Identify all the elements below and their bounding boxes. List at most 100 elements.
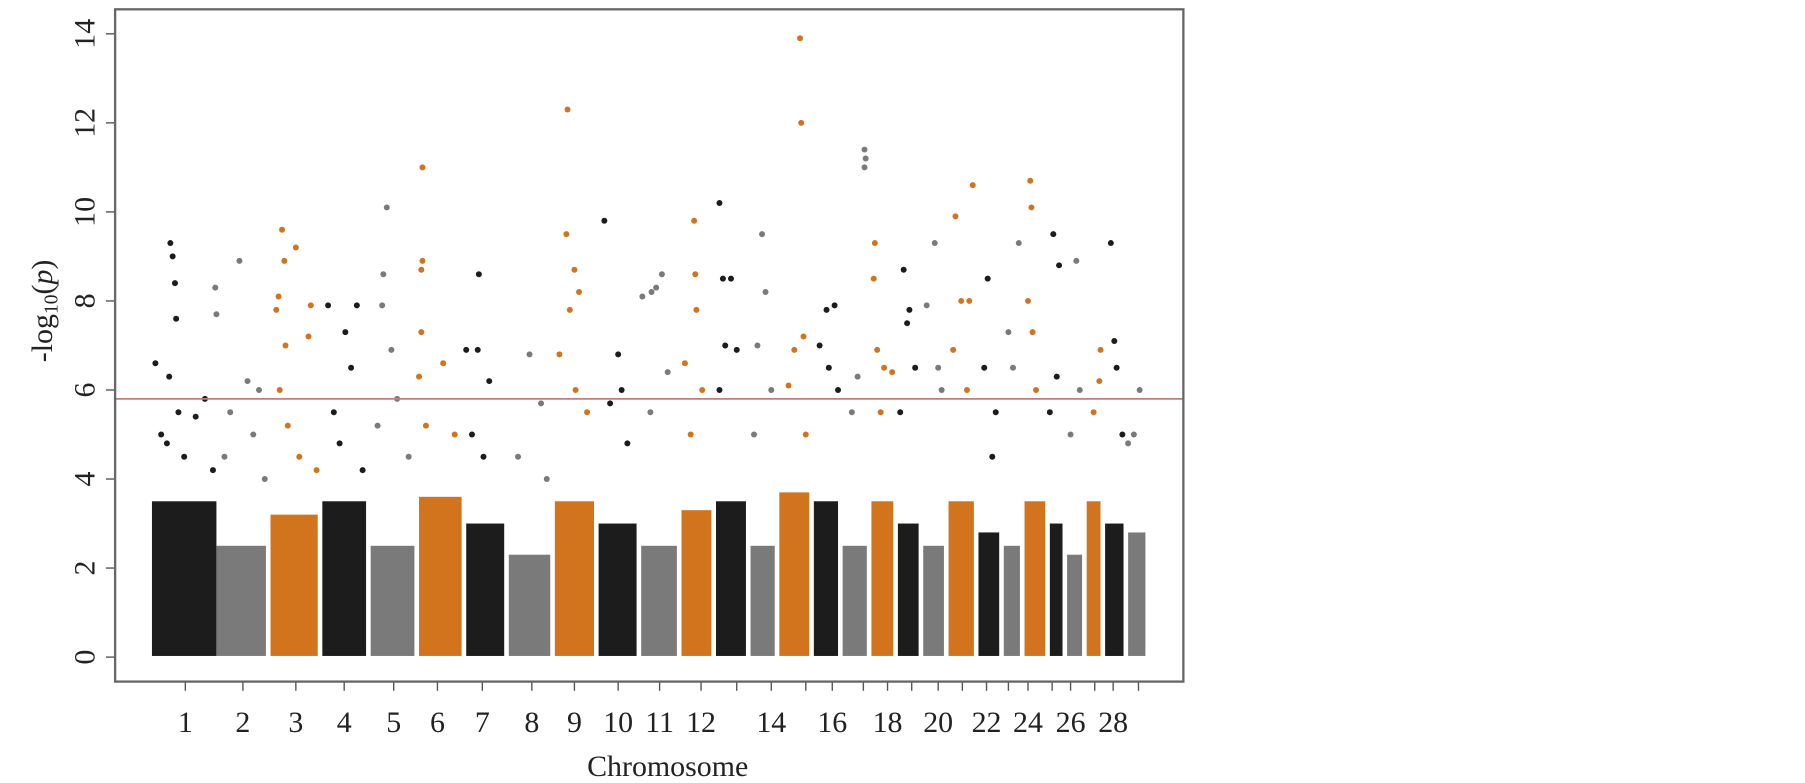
snp-point — [325, 302, 332, 309]
snp-point — [802, 431, 809, 438]
y-tick-label: 0 — [68, 650, 101, 665]
dense-block — [1105, 523, 1124, 656]
snp-point — [992, 409, 999, 416]
snp-point — [175, 409, 182, 416]
snp-point — [167, 240, 174, 247]
y-tick-label: 6 — [68, 382, 101, 397]
snp-point — [874, 346, 881, 353]
snp-point — [984, 275, 991, 282]
snp-point — [848, 409, 855, 416]
snp-point — [1024, 297, 1031, 304]
dense-block — [1067, 554, 1083, 656]
snp-point — [981, 364, 988, 371]
snp-point — [854, 373, 861, 380]
snp-point — [181, 453, 188, 460]
snp-point — [273, 306, 280, 313]
dense-block — [216, 545, 266, 656]
snp-point — [797, 35, 804, 42]
snp-point — [639, 293, 646, 300]
x-tick-label: 20 — [923, 706, 953, 739]
dense-block — [1086, 501, 1101, 656]
y-axis-label: -log10(p) — [26, 260, 63, 363]
snp-point — [342, 329, 349, 336]
dense-block — [1024, 501, 1046, 656]
snp-point — [716, 199, 723, 206]
snp-point — [250, 431, 257, 438]
snp-point — [418, 266, 425, 273]
snp-point — [359, 467, 366, 474]
dense-block — [779, 492, 810, 656]
snp-point — [380, 271, 387, 278]
snp-point — [618, 386, 625, 393]
snp-point — [166, 373, 173, 380]
snp-point — [1096, 378, 1103, 385]
x-tick-label: 3 — [288, 706, 303, 739]
y-tick-label: 12 — [68, 108, 101, 138]
snp-point — [236, 257, 243, 264]
snp-point — [897, 409, 904, 416]
dense-block — [598, 523, 637, 656]
snp-point — [791, 346, 798, 353]
snp-point — [353, 302, 360, 309]
snp-point — [831, 302, 838, 309]
snp-point — [576, 289, 583, 296]
snp-point — [601, 217, 608, 224]
snp-point — [158, 431, 165, 438]
snp-point — [305, 333, 312, 340]
snp-point — [664, 369, 671, 376]
snp-point — [440, 360, 447, 367]
dense-block — [370, 545, 415, 656]
snp-point — [330, 409, 337, 416]
snp-point — [861, 164, 868, 171]
snp-point — [727, 275, 734, 282]
dense-block — [897, 523, 919, 656]
snp-point — [383, 204, 390, 211]
snp-point — [543, 476, 550, 483]
y-label-base: -log — [26, 314, 59, 362]
snp-point — [515, 453, 522, 460]
dense-block — [871, 501, 894, 656]
snp-point — [653, 284, 660, 291]
snp-point — [931, 240, 938, 247]
snp-point — [526, 351, 533, 358]
snp-point — [419, 164, 426, 171]
snp-point — [1046, 409, 1053, 416]
snp-point — [969, 182, 976, 189]
snp-point — [691, 217, 698, 224]
y-label-close: ) — [26, 260, 59, 270]
snp-point — [1028, 204, 1035, 211]
snp-point — [870, 275, 877, 282]
snp-point — [699, 386, 706, 393]
snp-point — [800, 333, 807, 340]
snp-point — [1005, 329, 1012, 336]
x-tick-label: 5 — [386, 706, 401, 739]
dense-block — [270, 514, 318, 656]
dense-block — [641, 545, 677, 656]
snp-point — [163, 440, 170, 447]
snp-point — [566, 306, 573, 313]
x-tick-label: 28 — [1098, 706, 1128, 739]
snp-point — [256, 386, 263, 393]
snp-point — [823, 306, 830, 313]
snp-point — [687, 431, 694, 438]
x-tick-label: 18 — [873, 706, 903, 739]
snp-point — [861, 146, 868, 153]
dense-block — [813, 501, 839, 656]
dense-block — [151, 501, 217, 656]
snp-point — [292, 244, 299, 251]
snp-point — [658, 271, 665, 278]
snp-point — [276, 386, 283, 393]
snp-point — [169, 253, 176, 260]
snp-point — [227, 409, 234, 416]
snp-point — [900, 266, 907, 273]
x-axis-label: Chromosome — [587, 750, 748, 783]
x-tick-label: 11 — [645, 706, 674, 739]
snp-point — [336, 440, 343, 447]
snp-point — [275, 293, 282, 300]
snp-point — [480, 453, 487, 460]
x-tick-label: 12 — [686, 706, 716, 739]
snp-point — [862, 155, 869, 162]
snp-point — [719, 275, 726, 282]
snp-point — [1050, 231, 1057, 238]
dense-block — [466, 523, 505, 656]
